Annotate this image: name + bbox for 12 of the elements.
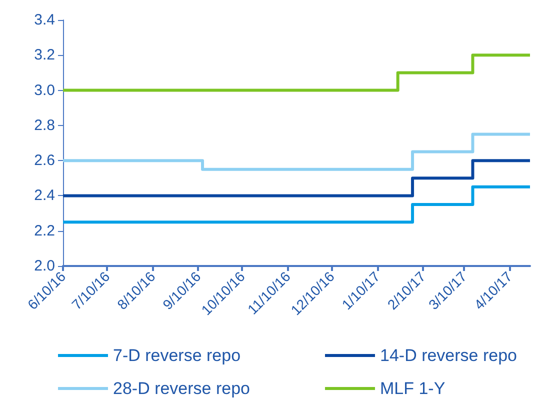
y-tick-label: 2.8: [34, 116, 55, 134]
legend-label: 28-D reverse repo: [113, 379, 250, 398]
legend-label: MLF 1-Y: [380, 379, 446, 398]
y-tick-label: 2.0: [34, 258, 55, 274]
y-tick-label: 2.4: [34, 187, 55, 204]
legend-label: 14-D reverse repo: [380, 346, 518, 365]
y-tick-label: 2.2: [34, 222, 55, 240]
y-tick-label: 3.2: [34, 46, 55, 64]
y-tick-label: 2.6: [34, 152, 55, 170]
y-tick-label: 3.0: [34, 82, 55, 99]
y-tick-label: 3.4: [34, 12, 55, 28]
legend-label: 7-D reverse repo: [113, 346, 241, 365]
